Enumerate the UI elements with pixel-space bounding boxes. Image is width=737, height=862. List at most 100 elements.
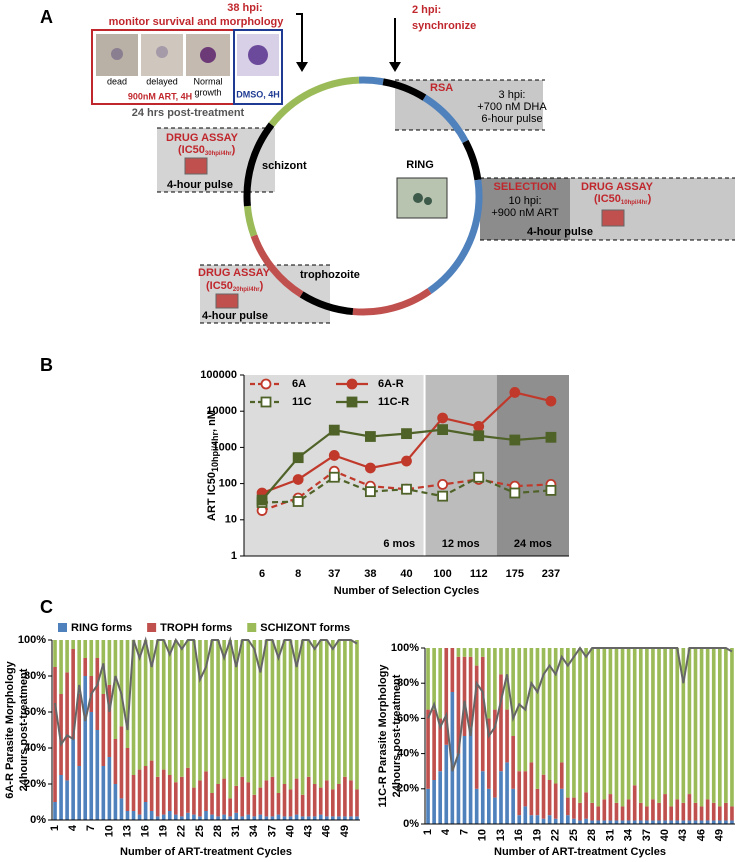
bar-segment — [210, 640, 214, 793]
data-point — [401, 483, 412, 495]
bar-segment — [300, 816, 305, 820]
bar-segment — [596, 806, 601, 821]
pulse: 4-hour pulse — [527, 226, 593, 238]
rsa-line: 3 hpi: — [499, 89, 526, 101]
bar-segment — [65, 640, 69, 673]
cell — [156, 46, 168, 58]
x-tick-label: 37 — [266, 825, 278, 837]
pulse: 4-hour pulse — [167, 179, 233, 191]
bar-segment — [499, 648, 503, 675]
bar-segment — [663, 794, 667, 821]
bar-segment — [186, 640, 190, 768]
y-tick-label: 80% — [397, 677, 419, 689]
bar-segment — [331, 640, 335, 790]
data-point — [437, 424, 449, 436]
bar-segment — [228, 816, 232, 820]
bar-segment — [547, 648, 552, 780]
bar-segment — [632, 785, 637, 821]
x-tick-label: 28 — [586, 829, 598, 841]
cycle-arc — [427, 179, 483, 294]
sync-time: 2 hpi: — [412, 4, 441, 16]
assay-ic50: (IC5020hpi/4hr) — [206, 280, 264, 293]
legend-label: RING forms — [71, 622, 132, 634]
bar-segment — [432, 648, 436, 710]
bar-segment — [711, 648, 716, 803]
data-point — [292, 496, 304, 507]
bar-segment — [119, 798, 124, 820]
dmso-box — [233, 29, 283, 105]
bar-segment — [693, 820, 698, 824]
bar-segment — [198, 816, 202, 820]
bar-segment — [143, 640, 148, 766]
bar-segment — [517, 815, 522, 824]
bar-segment — [276, 640, 281, 793]
bar-segment — [331, 789, 335, 817]
cycle-arc — [462, 139, 482, 181]
bar-segment — [535, 788, 540, 816]
bar-segment — [331, 816, 335, 820]
data-point — [364, 431, 376, 442]
stage-label: trophozoite — [300, 269, 360, 281]
bar-segment — [590, 648, 594, 803]
y-tick-label: 1000 — [213, 441, 237, 453]
bar-segment — [131, 811, 136, 820]
bar-segment — [131, 775, 136, 811]
ic50: (IC50 — [206, 280, 233, 292]
y-axis-title: ART IC5010hpi/4hr, nM — [206, 410, 220, 521]
bar-segment — [95, 658, 100, 730]
ic50-close: ) — [648, 193, 652, 205]
bar-segment — [505, 762, 509, 824]
bar-segment — [626, 799, 631, 821]
y-tick-label: 40% — [24, 742, 46, 754]
bar-segment — [669, 820, 673, 824]
dash — [200, 264, 330, 324]
bar-segment — [137, 769, 142, 815]
bar-segment — [204, 771, 208, 811]
bar-segment — [270, 816, 275, 820]
sync-text: synchronize — [412, 20, 476, 32]
bar-segment — [71, 739, 75, 820]
bar-segment — [324, 640, 329, 781]
bar-segment — [511, 648, 515, 736]
bar-segment — [493, 648, 497, 710]
bar-segment — [125, 748, 130, 811]
bar-segment — [288, 640, 293, 790]
bar-segment — [675, 820, 680, 824]
bar-segment — [143, 802, 148, 820]
x-tick-label: 4 — [67, 824, 79, 831]
period-label: 24 mos — [514, 538, 552, 550]
bar-segment — [450, 692, 455, 824]
bar-segment — [276, 793, 281, 815]
x-tick-label: 10 — [477, 829, 489, 841]
bar-segment — [645, 648, 649, 807]
bar-segment — [119, 726, 124, 799]
bar-segment — [572, 648, 576, 798]
bar-segment — [264, 780, 269, 817]
bar-segment — [614, 648, 619, 803]
bar-segment — [632, 820, 637, 824]
y-tick-label: 60% — [397, 712, 419, 724]
bar-segment — [270, 640, 275, 777]
bar-segment — [173, 814, 178, 820]
period-bg — [424, 375, 497, 556]
bar-segment — [252, 816, 257, 820]
bar-segment — [125, 811, 130, 820]
legend-label: 11C — [292, 396, 312, 408]
bar-segment — [252, 794, 257, 817]
cycle-arc — [352, 288, 432, 316]
pulse: 4-hour pulse — [202, 310, 268, 322]
bar-segment — [216, 784, 220, 817]
bar-segment — [614, 820, 619, 824]
bar-segment — [638, 802, 643, 821]
panel-label: C — [40, 597, 53, 617]
bar-segment — [480, 656, 485, 772]
ic50-sub: 20hpi/4hr — [233, 287, 260, 293]
bar-segment — [505, 709, 509, 763]
bar-segment — [312, 640, 317, 784]
bar-segment — [161, 769, 166, 815]
bar-segment — [89, 712, 94, 820]
bar-segment — [95, 730, 100, 820]
bar-segment — [222, 640, 226, 779]
bar-segment — [474, 788, 479, 824]
bar-segment — [468, 648, 473, 657]
